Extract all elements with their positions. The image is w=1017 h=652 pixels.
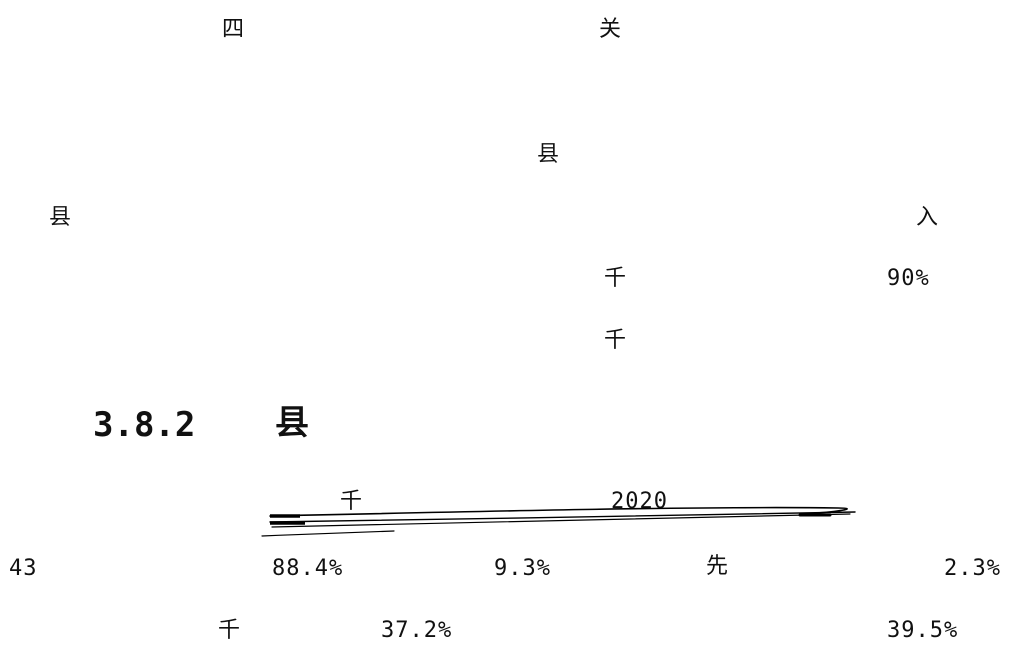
qian-char-1: 千 xyxy=(604,266,628,291)
stat-char: 先 xyxy=(706,554,730,579)
stat-pct-c: 2.3% xyxy=(944,556,1001,581)
mid-right-char: 入 xyxy=(916,205,940,230)
section-title: 县 xyxy=(275,403,309,443)
stat-count: 43 xyxy=(9,556,38,581)
top-left-char: 四 xyxy=(222,17,246,42)
qian-char-2: 千 xyxy=(604,328,628,353)
stat-pct-b: 9.3% xyxy=(494,556,551,581)
section-number: 3.8.2 xyxy=(93,405,196,445)
bottom-char: 千 xyxy=(218,618,242,643)
percent-90: 90% xyxy=(887,266,930,291)
top-right-char: 关 xyxy=(599,17,623,42)
bottom-pct-b: 39.5% xyxy=(887,618,959,643)
bottom-pct-a: 37.2% xyxy=(381,618,453,643)
caption-year: 2020 xyxy=(611,489,668,514)
mid-center-char: 县 xyxy=(537,142,561,167)
mid-left-char: 县 xyxy=(49,205,73,230)
stat-pct-a: 88.4% xyxy=(272,556,344,581)
caption-char: 千 xyxy=(340,489,364,514)
